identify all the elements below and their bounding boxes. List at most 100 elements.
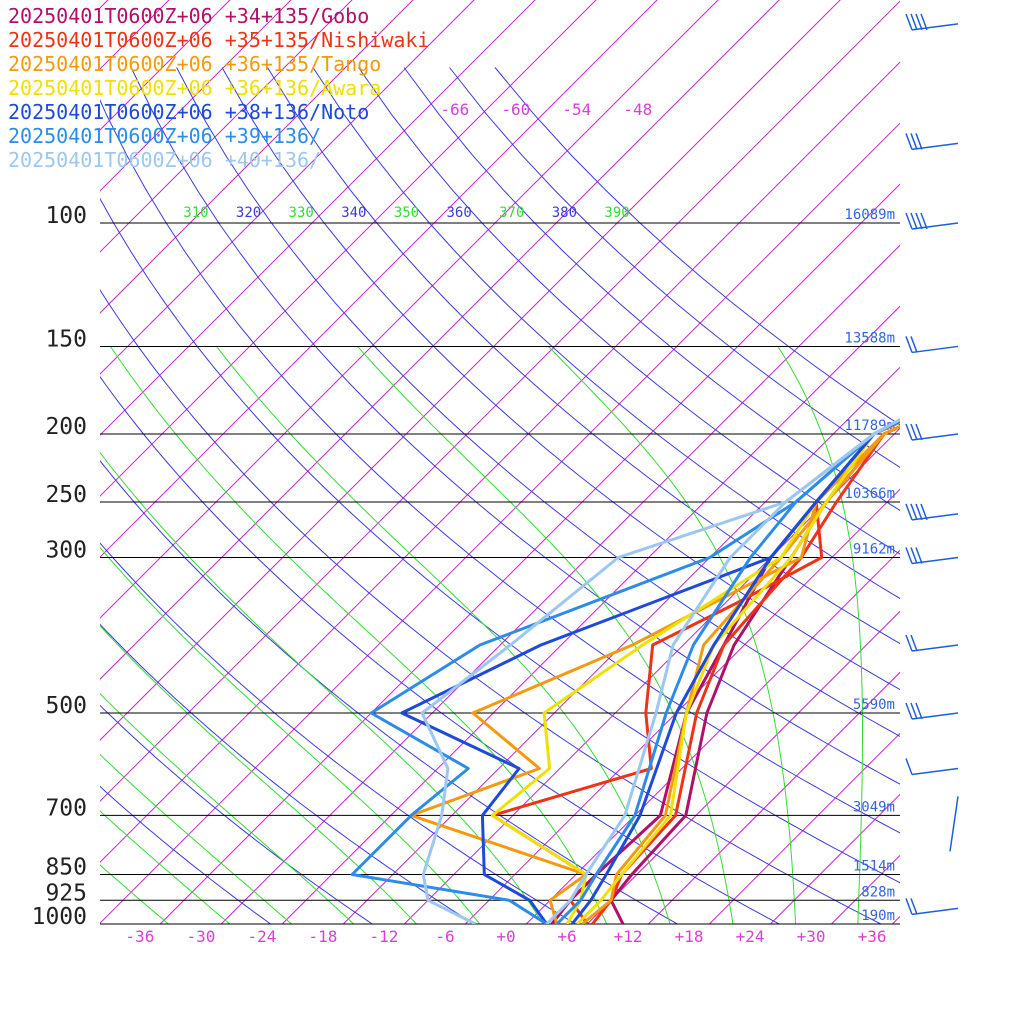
isotherm-line (770, 793, 900, 924)
legend-entry: 20250401T0600Z+06 +36+135/Tango (8, 52, 382, 76)
height-label: 9162m (853, 541, 895, 557)
wind-barb (905, 547, 959, 565)
moist-adiabat-line (109, 346, 608, 924)
legend-entry: 20250401T0600Z+06 +40+136/ (8, 148, 322, 172)
dewpoint-profile (420, 432, 875, 924)
dry-adiabat-line (449, 67, 900, 468)
isotherm-line (648, 671, 900, 924)
x-tick-label: +12 (614, 927, 643, 946)
wind-barb (905, 423, 959, 441)
pressure-label: 850 (45, 855, 87, 881)
height-label: 16089m (844, 207, 895, 223)
pressure-label: 500 (45, 693, 87, 719)
wind-barb (905, 702, 959, 720)
wind-barb (905, 13, 959, 31)
x-tick-label: +18 (675, 927, 704, 946)
pressure-label: 250 (45, 482, 87, 508)
moist-adiabat-line (979, 346, 1024, 939)
x-tick-label: +6 (557, 927, 576, 946)
x-tick-label: +0 (496, 927, 515, 946)
dry-adiabat-line (221, 67, 900, 691)
isotherm-line (587, 610, 900, 924)
legend-entry: 20250401T0600Z+06 +36+136/Awara (8, 76, 382, 100)
dry-adiabat-line (100, 623, 475, 924)
theta-label: 320 (236, 205, 261, 221)
theta-label: 360 (446, 205, 471, 221)
legend-entry: 20250401T0600Z+06 +35+135/Nishiwaki (8, 28, 430, 52)
pressure-label: 925 (45, 880, 87, 906)
dry-adiabat-line (494, 67, 900, 426)
moist-adiabat-line (100, 625, 418, 924)
height-label: 10366m (844, 486, 895, 502)
upper-tick-label: -60 (501, 100, 530, 119)
height-label: 5590m (853, 697, 895, 713)
x-tick-label: -6 (435, 927, 454, 946)
x-tick-label: +30 (797, 927, 826, 946)
theta-label: 330 (289, 205, 314, 221)
isotherm-line (525, 549, 900, 924)
x-tick-label: -18 (308, 927, 337, 946)
x-tick-label: -12 (370, 927, 399, 946)
upper-tick-label: -48 (623, 100, 652, 119)
dry-adiabat-grid (100, 67, 900, 924)
x-tick-label: +24 (736, 927, 765, 946)
isotherm-line (100, 0, 292, 192)
x-tick-label: -36 (125, 927, 154, 946)
dry-adiabat-line (100, 460, 679, 924)
moist-adiabat-line (100, 692, 355, 924)
upper-tick-label: -54 (562, 100, 591, 119)
x-tick-label: +36 (858, 927, 887, 946)
pressure-label: 700 (45, 795, 87, 821)
isotherm-line (1015, 0, 1024, 924)
wind-barb (905, 634, 959, 652)
theta-label: 350 (394, 205, 419, 221)
dry-adiabat-line (100, 785, 272, 924)
moist-adiabat-line (918, 346, 966, 939)
legend-entry: 20250401T0600Z+06 +39+136/ (8, 124, 322, 148)
theta-label: 380 (552, 205, 577, 221)
moist-adiabat-line (216, 346, 671, 924)
upper-temperature-ticks: -66 -60 -54 -48 (440, 100, 652, 119)
dewpoint-profile (400, 433, 876, 924)
height-label: 190m (861, 908, 895, 924)
temperature-profile (576, 420, 900, 924)
dry-adiabat-line (130, 67, 900, 785)
dry-adiabat-line (100, 98, 900, 834)
temperature-profile (570, 419, 900, 924)
dry-adiabat-line (403, 67, 900, 512)
theta-label: 390 (604, 205, 629, 221)
isotherm-line (100, 0, 475, 375)
legend: 20250401T0600Z+06 +34+135/Gobo 20250401T… (8, 4, 429, 172)
height-label: 13588m (844, 330, 895, 346)
x-tick-label: -24 (247, 927, 276, 946)
dewpoint-profile (350, 432, 875, 924)
isotherm-line (709, 732, 900, 924)
isotherm-line (464, 488, 900, 924)
pressure-label: 300 (45, 537, 87, 563)
legend-entry: 20250401T0600Z+06 +38+136/Noto (8, 100, 370, 124)
isotherm-line (100, 0, 231, 131)
isotherm-line (953, 0, 1024, 924)
wind-barb (905, 212, 959, 230)
theta-label: 370 (499, 205, 524, 221)
theta-label: 340 (341, 205, 366, 221)
legend-entry: 20250401T0600Z+06 +34+135/Gobo (8, 4, 370, 28)
height-label: 828m (861, 884, 895, 900)
dry-adiabat-line (176, 67, 900, 737)
upper-tick-label: -66 (440, 100, 469, 119)
dry-adiabat-line (312, 67, 900, 600)
wind-barb (905, 133, 959, 151)
theta-labels: 310 320 330 340 350 360 370 380 390 (183, 205, 629, 221)
temperature-axis-ticks: -36 -30 -24 -18 -12 -6 +0 +6 +12 +18 +24 +30 +36 (125, 927, 886, 946)
dry-adiabat-line (100, 704, 374, 924)
wind-barb (905, 336, 959, 354)
height-label: 1514m (853, 859, 895, 875)
moist-adiabat-line (100, 753, 293, 924)
pressure-label: 200 (45, 414, 87, 440)
wind-barb (905, 758, 959, 776)
dry-adiabat-line (267, 67, 900, 645)
wind-barb (905, 503, 959, 521)
wind-barbs (905, 13, 959, 916)
height-label: 3049m (853, 799, 895, 815)
